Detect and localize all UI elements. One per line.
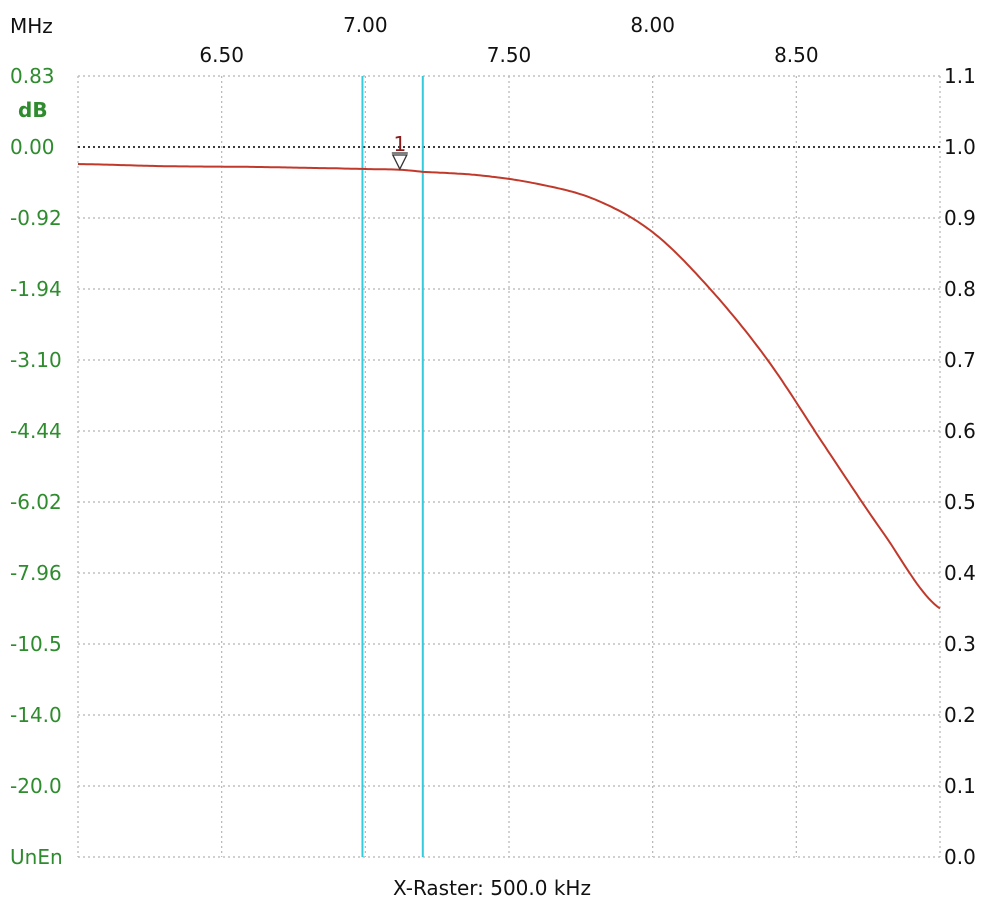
right-axis-label: 0.8: [944, 277, 976, 301]
x-tick-label-second: 7.50: [487, 43, 532, 67]
x-tick-label-second: 6.50: [199, 43, 244, 67]
left-axis-label: -7.96: [10, 561, 62, 585]
left-axis-label: -14.0: [10, 703, 62, 727]
right-axis-label: 0.0: [944, 845, 976, 869]
left-axis-label: 0.83: [10, 64, 55, 88]
right-axis-label: 0.7: [944, 348, 976, 372]
right-axis-label: 0.4: [944, 561, 976, 585]
marker: 1: [392, 132, 408, 169]
x-unit-label: MHz: [10, 14, 53, 38]
right-axis-label: 0.9: [944, 206, 976, 230]
grid: [78, 76, 940, 857]
right-axis-label: 1.1: [944, 64, 976, 88]
left-axis-label: -10.5: [10, 632, 62, 656]
footer-x-raster: X-Raster: 500.0 kHz: [393, 876, 591, 900]
right-axis-label: 0.1: [944, 774, 976, 798]
left-axis-label: -0.92: [10, 206, 62, 230]
marker-triangle: [393, 155, 407, 169]
x-tick-label-second: 8.50: [774, 43, 819, 67]
left-axis-label: -20.0: [10, 774, 62, 798]
right-axis-label: 0.6: [944, 419, 976, 443]
left-axis-label: -3.10: [10, 348, 62, 372]
y-unit-label: dB: [18, 98, 48, 122]
axis-labels: 7.00 8.00 6.50 7.50 8.50 0.83 0.00 -0.92 -1.94 -3…: [10, 13, 976, 869]
left-axis-label: -1.94: [10, 277, 62, 301]
left-axis-label: UnEn: [10, 845, 63, 869]
left-axis-label: 0.00: [10, 135, 55, 159]
cursor-lines: [362, 76, 422, 857]
x-tick-label-top: 8.00: [630, 13, 675, 37]
right-axis-label: 1.0: [944, 135, 976, 159]
x-tick-label-top: 7.00: [343, 13, 388, 37]
right-axis-label: 0.5: [944, 490, 976, 514]
left-axis-label: -6.02: [10, 490, 62, 514]
right-axis-label: 0.2: [944, 703, 976, 727]
left-axis-label: -4.44: [10, 419, 62, 443]
right-axis-label: 0.3: [944, 632, 976, 656]
marker-label: 1: [393, 132, 406, 156]
